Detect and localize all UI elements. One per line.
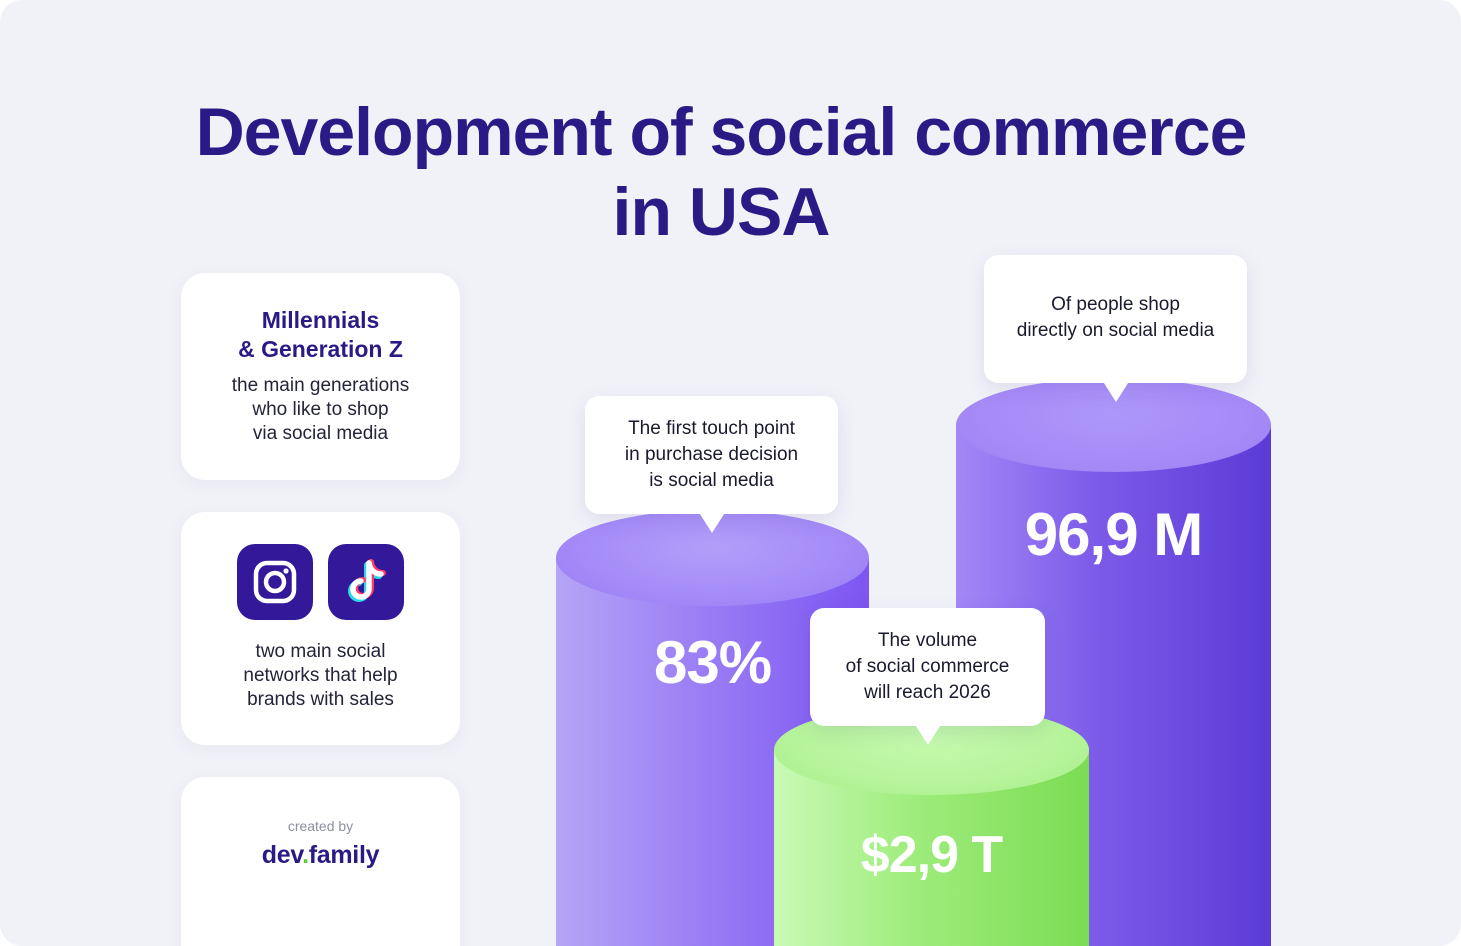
generations-heading-line-1: Millennials	[261, 307, 380, 333]
tiktok-icon	[328, 544, 404, 620]
generations-card: Millennials & Generation Z the main gene…	[181, 273, 460, 480]
first-touch-caption-line-3: is social media	[649, 470, 774, 491]
social-icons	[181, 544, 460, 620]
first-touch-caption: The first touch point in purchase decisi…	[585, 396, 838, 533]
volume-caption-line-2: of social commerce	[845, 656, 1010, 677]
title-line-1: Development of social commerce	[195, 94, 1248, 170]
shoppers-caption-line-2: directly on social media	[1016, 320, 1215, 341]
generations-text: the main generations who like to shop vi…	[181, 374, 460, 446]
title-line-2: in USA	[612, 174, 831, 250]
networks-text-line-1: two main social	[255, 641, 386, 662]
generations-text-line-2: who like to shop	[252, 399, 389, 420]
generations-heading-line-2: & Generation Z	[238, 336, 403, 362]
shoppers-value: 96,9 M	[1024, 501, 1203, 568]
generations-text-line-3: via social media	[252, 423, 389, 444]
volume-caption: The volume of social commerce will reach…	[810, 608, 1045, 745]
networks-card: two main social networks that help brand…	[181, 512, 460, 745]
brand-logo: dev.family	[181, 841, 460, 870]
volume-caption-pointer	[913, 723, 942, 745]
page-title: Development of social commerce in USA	[0, 92, 1442, 252]
credit-card: created by dev.family	[181, 777, 460, 946]
first-touch-caption-line-1: The first touch point	[628, 418, 795, 439]
shoppers-caption-pointer	[1101, 380, 1130, 402]
volume-caption-line-1: The volume	[877, 630, 978, 651]
created-by-label: created by	[287, 818, 354, 834]
first-touch-caption-line-2: in purchase decision	[624, 444, 799, 465]
brand-name-part-2: family	[308, 841, 380, 869]
networks-text: two main social networks that help brand…	[181, 640, 460, 712]
volume-value: $2,9 T	[860, 826, 1003, 884]
networks-text-line-2: networks that help	[243, 665, 398, 686]
shoppers-caption: Of people shop directly on social media	[984, 255, 1247, 402]
shoppers-caption-line-1: Of people shop	[1051, 294, 1180, 315]
first-touch-caption-pointer	[697, 511, 726, 533]
instagram-icon	[237, 544, 313, 620]
brand-name-part-1: dev	[261, 841, 303, 869]
generations-text-line-1: the main generations	[231, 375, 410, 396]
volume-caption-line-3: will reach 2026	[864, 682, 991, 703]
generations-heading: Millennials & Generation Z	[181, 306, 460, 364]
brand-dot: .	[302, 841, 309, 869]
first-touch-value: 83%	[653, 629, 772, 696]
networks-text-line-3: brands with sales	[247, 689, 394, 710]
